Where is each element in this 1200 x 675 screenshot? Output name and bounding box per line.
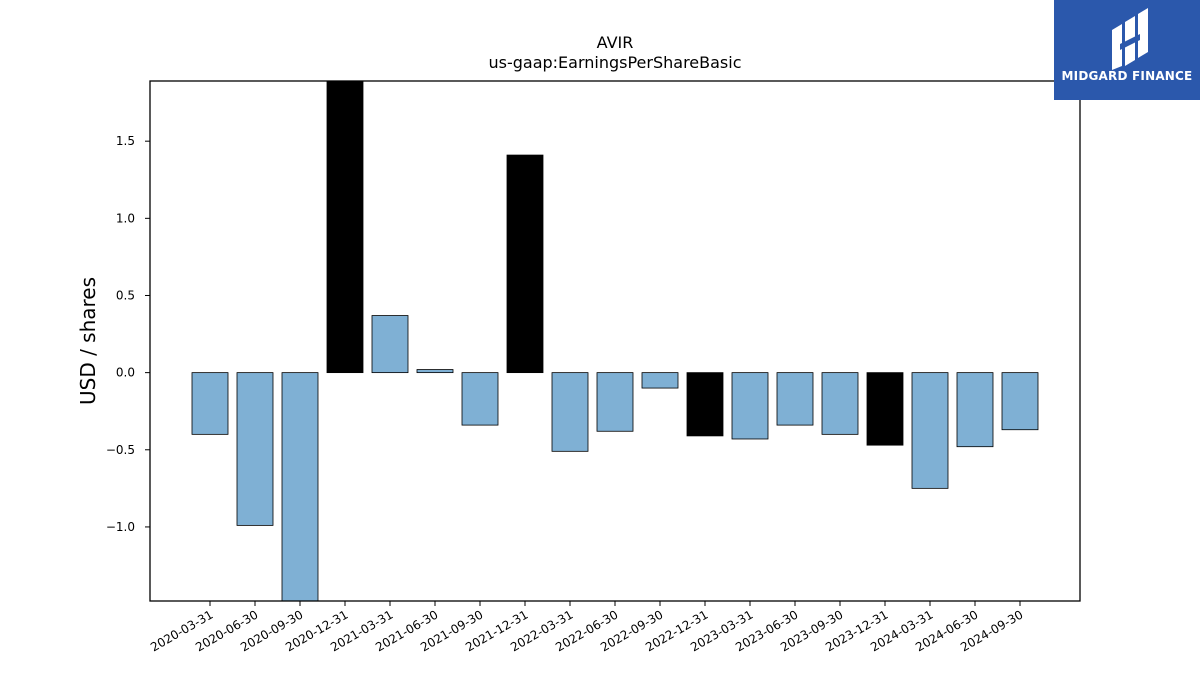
x-axis: 2020-03-312020-06-302020-09-302020-12-31… (148, 601, 1026, 654)
bar-2022-09-30 (641, 372, 679, 389)
bar-2023-09-30 (821, 372, 859, 435)
midgard-finance-logo: MIDGARD FINANCE (1054, 0, 1200, 100)
bar-2024-06-30 (956, 372, 994, 448)
bar-2022-12-31 (686, 372, 724, 437)
logo-text: MIDGARD FINANCE (1061, 69, 1193, 83)
bar-2023-06-30 (776, 372, 814, 426)
bar-2020-03-31 (191, 372, 229, 435)
bar-2020-12-31 (326, 80, 364, 374)
bar-2021-09-30 (461, 372, 499, 426)
midgard-logo-icon (1112, 8, 1148, 70)
y-tick-label: 0.0 (116, 366, 135, 380)
bar-2022-06-30 (596, 372, 634, 432)
y-tick-label: −1.0 (106, 520, 135, 534)
y-tick-label: 1.5 (116, 134, 135, 148)
bar-2021-03-31 (371, 315, 409, 374)
bar-2021-12-31 (506, 154, 544, 374)
y-axis: −1.0 −0.5 0.0 0.5 1.0 1.5 (106, 134, 150, 534)
bar-2021-06-30 (416, 369, 454, 374)
bar-2022-03-31 (551, 372, 589, 452)
bar-2023-03-31 (731, 372, 769, 440)
y-tick-label: 0.5 (116, 288, 135, 302)
bars-group (191, 80, 1039, 602)
chart-subtitle: us-gaap:EarningsPerShareBasic (488, 53, 741, 72)
y-axis-label: USD / shares (76, 277, 100, 405)
bar-2020-09-30 (281, 372, 319, 602)
y-tick-label: 1.0 (116, 211, 135, 225)
chart-title: AVIR (597, 33, 634, 52)
bar-2020-06-30 (236, 372, 274, 526)
bar-2023-12-31 (866, 372, 904, 446)
bar-2024-09-30 (1001, 372, 1039, 431)
bar-2024-03-31 (911, 372, 949, 489)
y-tick-label: −0.5 (106, 443, 135, 457)
